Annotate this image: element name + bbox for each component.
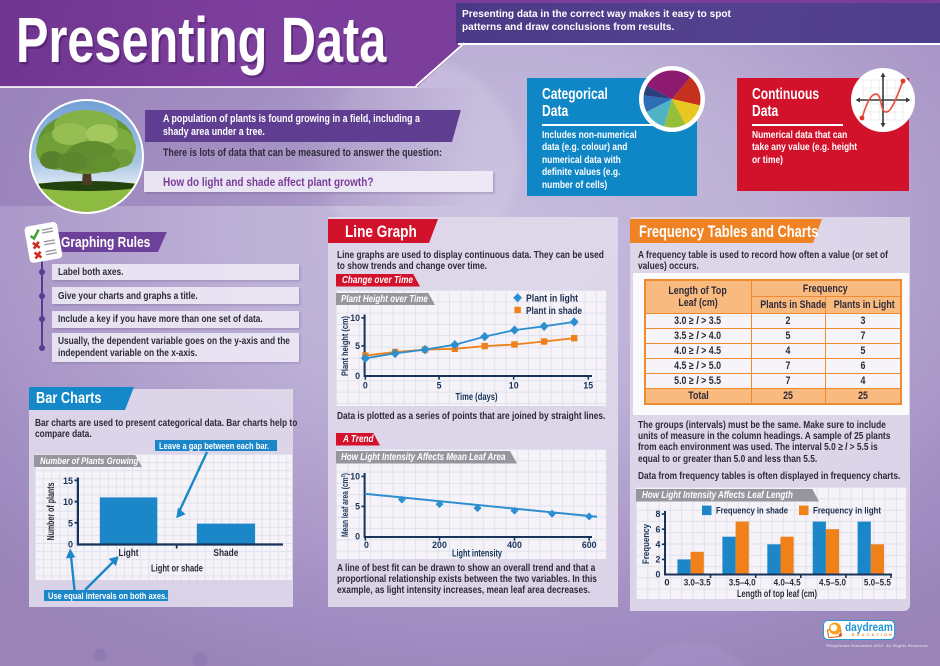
svg-text:Plant in shade: Plant in shade	[526, 306, 582, 317]
svg-text:600: 600	[582, 540, 597, 550]
svg-text:Plant height (cm): Plant height (cm)	[340, 316, 350, 376]
svg-text:5: 5	[355, 341, 360, 351]
svg-text:0: 0	[655, 570, 660, 580]
svg-text:0: 0	[355, 371, 360, 381]
svg-text:Light: Light	[119, 548, 140, 559]
svg-text:10: 10	[350, 313, 360, 323]
svg-text:10: 10	[63, 497, 73, 507]
svg-text:0: 0	[355, 531, 360, 541]
svg-text:Time (days): Time (days)	[456, 392, 498, 403]
svg-text:Plant in light: Plant in light	[526, 294, 579, 305]
svg-text:4: 4	[655, 539, 660, 549]
svg-text:0: 0	[364, 540, 369, 550]
svg-text:0: 0	[363, 381, 368, 391]
svg-text:Mean leaf area (cm²): Mean leaf area (cm²)	[340, 473, 350, 537]
svg-text:10: 10	[350, 471, 360, 481]
svg-text:Number of plants: Number of plants	[46, 482, 57, 540]
svg-text:15: 15	[583, 381, 593, 391]
svg-text:Frequency: Frequency	[641, 523, 651, 564]
svg-text:Frequency in light: Frequency in light	[813, 506, 882, 517]
svg-text:6: 6	[655, 524, 660, 534]
svg-text:0: 0	[664, 578, 669, 588]
svg-text:0: 0	[68, 540, 73, 550]
svg-text:4.5–5.0: 4.5–5.0	[819, 578, 846, 588]
svg-text:2: 2	[655, 555, 660, 565]
svg-text:15: 15	[63, 476, 73, 486]
svg-text:Light intensity: Light intensity	[452, 548, 502, 559]
svg-text:3.0–3.5: 3.0–3.5	[684, 578, 711, 588]
svg-text:400: 400	[507, 540, 522, 550]
svg-text:200: 200	[432, 540, 447, 550]
svg-text:5: 5	[355, 501, 360, 511]
svg-text:3.5–4.0: 3.5–4.0	[729, 578, 756, 588]
svg-text:Shade: Shade	[213, 548, 238, 559]
svg-text:5: 5	[68, 518, 73, 528]
svg-text:Frequency in shade: Frequency in shade	[716, 506, 788, 517]
svg-text:4.0–4.5: 4.0–4.5	[774, 578, 801, 588]
svg-text:5.0–5.5: 5.0–5.5	[864, 578, 891, 588]
svg-text:5: 5	[437, 381, 442, 391]
svg-text:Light or shade: Light or shade	[151, 564, 203, 575]
svg-text:8: 8	[655, 509, 660, 519]
svg-text:10: 10	[509, 381, 519, 391]
svg-text:Length of top leaf (cm): Length of top leaf (cm)	[737, 589, 817, 599]
